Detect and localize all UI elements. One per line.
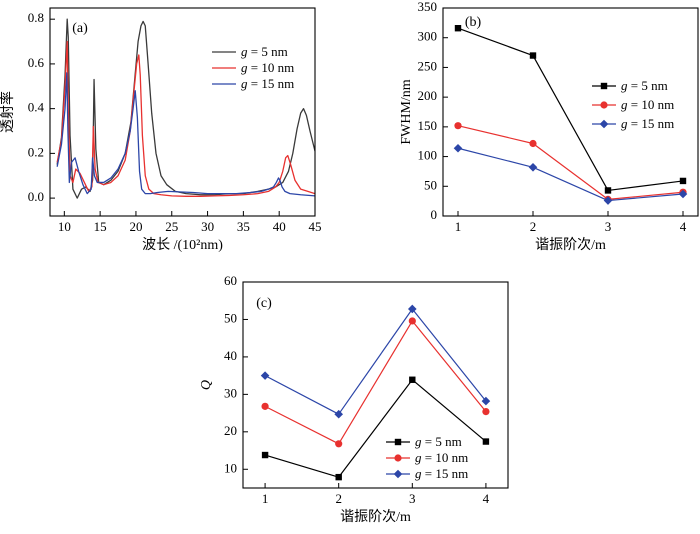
data-point-c-0-2 — [409, 376, 416, 383]
legend-label-b-0: g = 5 nm — [621, 78, 668, 93]
legend-label-b-2: g = 15 nm — [621, 116, 674, 131]
y-tick-label-b-0: 0 — [431, 207, 438, 222]
x-tick-label-b-1: 2 — [530, 219, 537, 234]
x-tick-label-a-4: 30 — [201, 219, 214, 234]
x-tick-label-c-1: 2 — [335, 491, 342, 506]
legend-marker-b-2 — [599, 119, 609, 129]
y-tick-label-c-1: 20 — [224, 423, 237, 438]
x-tick-label-c-2: 3 — [409, 491, 416, 506]
y-tick-label-c-3: 40 — [224, 348, 237, 363]
x-tick-label-a-3: 25 — [165, 219, 178, 234]
x-tick-label-b-0: 1 — [455, 219, 462, 234]
y-tick-label-b-6: 300 — [418, 29, 438, 44]
data-point-b-2-2 — [603, 196, 613, 205]
y-tick-label-a-1: 0.2 — [28, 144, 44, 159]
data-point-c-2-2 — [408, 304, 417, 314]
legend-marker-c-2 — [393, 469, 403, 479]
y-tick-label-c-5: 60 — [224, 273, 237, 288]
x-tick-label-a-1: 15 — [94, 219, 107, 234]
legend-label-a-0: g = 5 nm — [241, 44, 288, 59]
data-point-b-1-0 — [454, 122, 462, 130]
y-tick-label-b-3: 150 — [418, 118, 438, 133]
plot-frame-c — [242, 281, 509, 489]
y-tick-label-a-4: 0.8 — [28, 10, 44, 25]
plot-frame-a — [49, 7, 316, 217]
data-point-b-0-0 — [454, 25, 462, 32]
x-tick-label-b-2: 3 — [605, 219, 612, 234]
y-tick-label-b-7: 350 — [418, 0, 438, 14]
series-line-c-1 — [264, 320, 487, 445]
x-axis-label-c: 谐振阶次/m — [340, 509, 411, 525]
x-tick-label-a-5: 35 — [237, 219, 250, 234]
data-point-c-1-3 — [482, 407, 490, 416]
data-point-c-1-2 — [408, 317, 416, 325]
data-point-b-2-3 — [678, 189, 688, 199]
legend-label-c-2: g = 15 nm — [415, 466, 468, 481]
series-line-b-2 — [457, 147, 684, 202]
legend-marker-b-1 — [600, 101, 608, 109]
data-point-b-0-2 — [604, 187, 612, 194]
x-tick-label-a-2: 20 — [129, 219, 142, 234]
y-tick-label-c-4: 50 — [224, 310, 237, 325]
y-tick-label-c-0: 10 — [224, 460, 237, 475]
panel-label-c: (c) — [256, 296, 272, 311]
x-tick-label-a-0: 10 — [58, 219, 71, 234]
data-point-c-2-1 — [334, 409, 343, 419]
series-line-b-0 — [457, 27, 684, 192]
y-tick-label-b-4: 200 — [418, 88, 438, 103]
y-tick-label-b-2: 100 — [418, 148, 438, 163]
panel-a: 10 15 20 25 30 35 40 45 0.0 0.2 0.4 0.6 0.8 波长 /(10²n… — [0, 7, 322, 253]
y-tick-label-b-1: 50 — [424, 177, 437, 192]
y-axis-label-c: Q — [199, 380, 214, 390]
x-tick-label-c-3: 4 — [483, 491, 490, 506]
data-point-b-0-3 — [679, 177, 687, 185]
legend-label-c-0: g = 5 nm — [415, 434, 462, 449]
series-line-a-2 — [56, 72, 315, 197]
series-line-a-0 — [56, 18, 315, 199]
data-point-c-2-3 — [481, 396, 491, 406]
legend-label-a-2: g = 15 nm — [241, 76, 294, 91]
y-axis-label-a: 透射率 — [0, 91, 16, 133]
panel-b: 1 2 3 4 0 50 100 150 200 250 300 350 谐振阶次/m FWHM/nm (b… — [399, 0, 699, 253]
series-line-b-1 — [457, 125, 684, 200]
data-point-b-2-1 — [528, 162, 538, 172]
legend-marker-c-1 — [394, 454, 402, 462]
plot-frame-b — [442, 7, 699, 217]
x-tick-label-b-3: 4 — [680, 219, 687, 234]
x-axis-label-b: 谐振阶次/m — [535, 237, 606, 253]
data-point-b-1-1 — [529, 139, 537, 148]
data-point-b-2-0 — [453, 143, 463, 153]
panel-label-a: (a) — [72, 21, 88, 36]
legend-label-c-1: g = 10 nm — [415, 450, 468, 465]
series-line-c-0 — [264, 379, 487, 478]
x-tick-label-a-6: 40 — [273, 219, 286, 234]
y-axis-label-b: FWHM/nm — [399, 79, 414, 144]
y-tick-label-a-3: 0.6 — [28, 55, 45, 70]
legend-marker-b-0 — [600, 82, 608, 90]
panel-c: 1 2 3 4 10 20 30 40 50 60 谐振阶次/m Q (c) g = 5 nmg = 10… — [199, 273, 509, 525]
legend-marker-c-0 — [394, 438, 402, 446]
x-tick-label-c-0: 1 — [262, 491, 269, 506]
data-point-c-1-1 — [335, 440, 343, 448]
y-tick-label-a-0: 0.0 — [28, 189, 44, 204]
data-point-c-0-1 — [335, 473, 342, 481]
y-tick-label-c-2: 30 — [224, 385, 237, 400]
y-tick-label-a-2: 0.4 — [28, 100, 45, 115]
legend-label-b-1: g = 10 nm — [621, 97, 674, 112]
data-point-b-0-1 — [529, 52, 537, 59]
x-tick-label-a-7: 45 — [309, 219, 322, 234]
data-point-c-0-3 — [482, 438, 490, 445]
data-point-c-1-0 — [261, 402, 269, 410]
panel-label-b: (b) — [465, 15, 482, 30]
data-point-c-2-0 — [260, 371, 270, 380]
x-axis-label-a: 波长 /(10²nm) — [142, 237, 223, 253]
y-tick-label-b-5: 250 — [418, 58, 438, 73]
series-line-c-2 — [264, 308, 487, 415]
legend-label-a-1: g = 10 nm — [241, 60, 294, 75]
data-point-c-0-0 — [261, 451, 269, 459]
